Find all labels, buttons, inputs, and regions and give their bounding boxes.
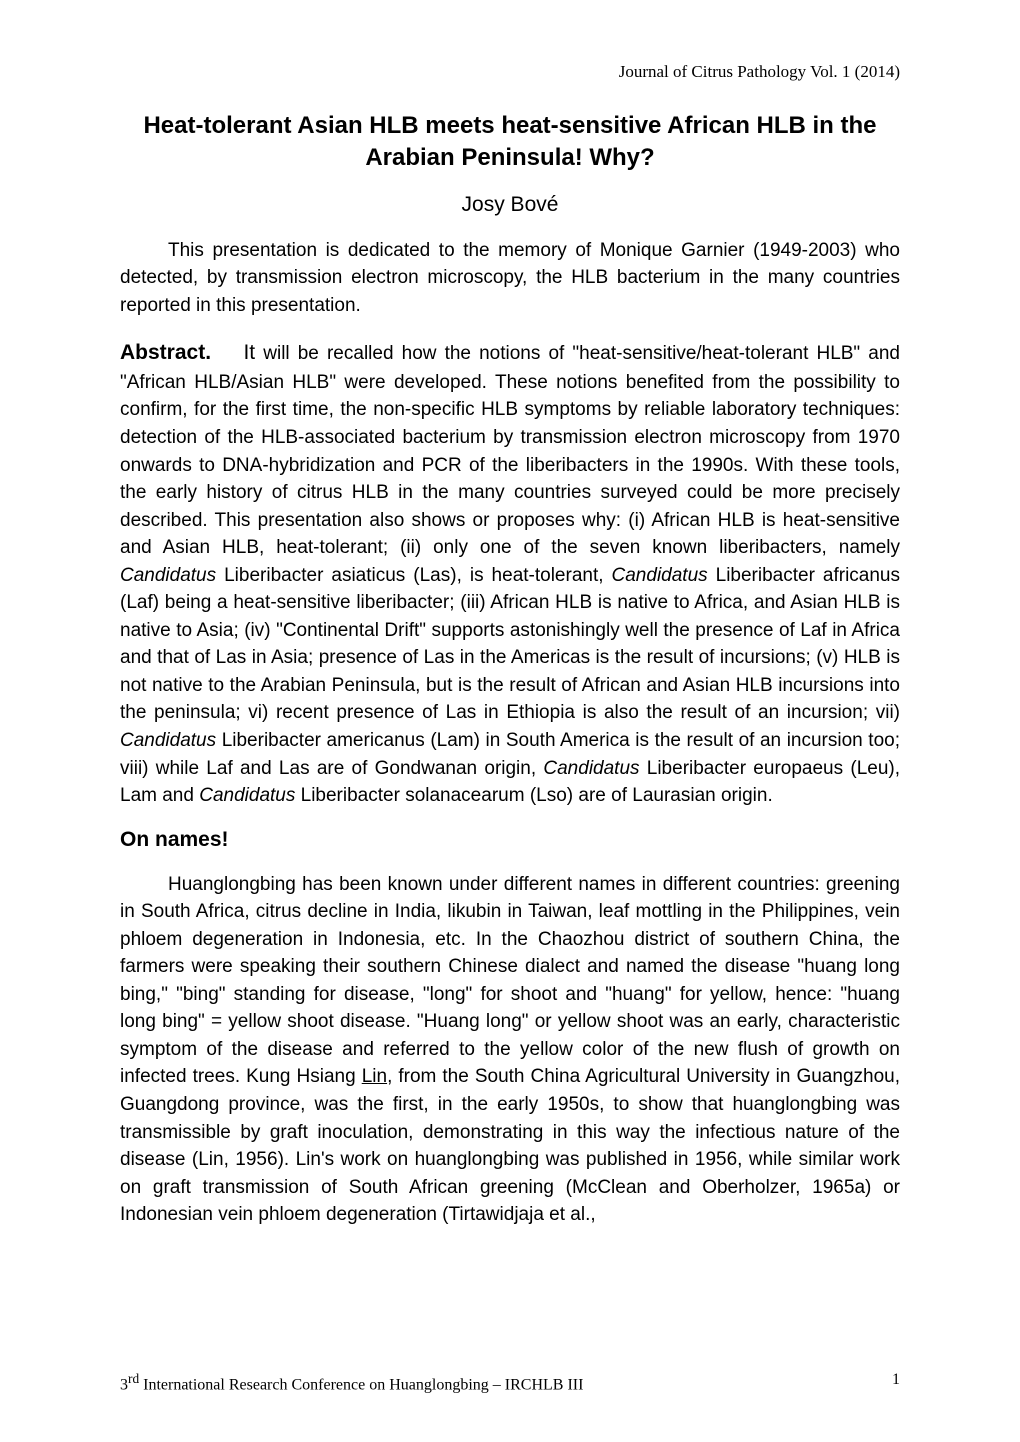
abstract-body: will be recalled how the notions of "hea… bbox=[120, 343, 900, 806]
author-name: Josy Bové bbox=[120, 193, 900, 217]
dedication-paragraph: This presentation is dedicated to the me… bbox=[120, 237, 900, 320]
footer-conference: 3rd International Research Conference on… bbox=[120, 1371, 583, 1394]
running-head: Journal of Citrus Pathology Vol. 1 (2014… bbox=[120, 62, 900, 82]
footer-page-number: 1 bbox=[892, 1371, 900, 1394]
page-footer: 3rd International Research Conference on… bbox=[120, 1371, 900, 1394]
section-heading-on-names: On names! bbox=[120, 828, 900, 852]
article-title: Heat-tolerant Asian HLB meets heat-sensi… bbox=[140, 110, 880, 175]
section-body-on-names: Huanglongbing has been known under diffe… bbox=[120, 871, 900, 1229]
abstract-lead: It bbox=[243, 341, 255, 364]
abstract-paragraph: Abstract. It will be recalled how the no… bbox=[120, 338, 900, 809]
abstract-label: Abstract. bbox=[120, 341, 211, 364]
